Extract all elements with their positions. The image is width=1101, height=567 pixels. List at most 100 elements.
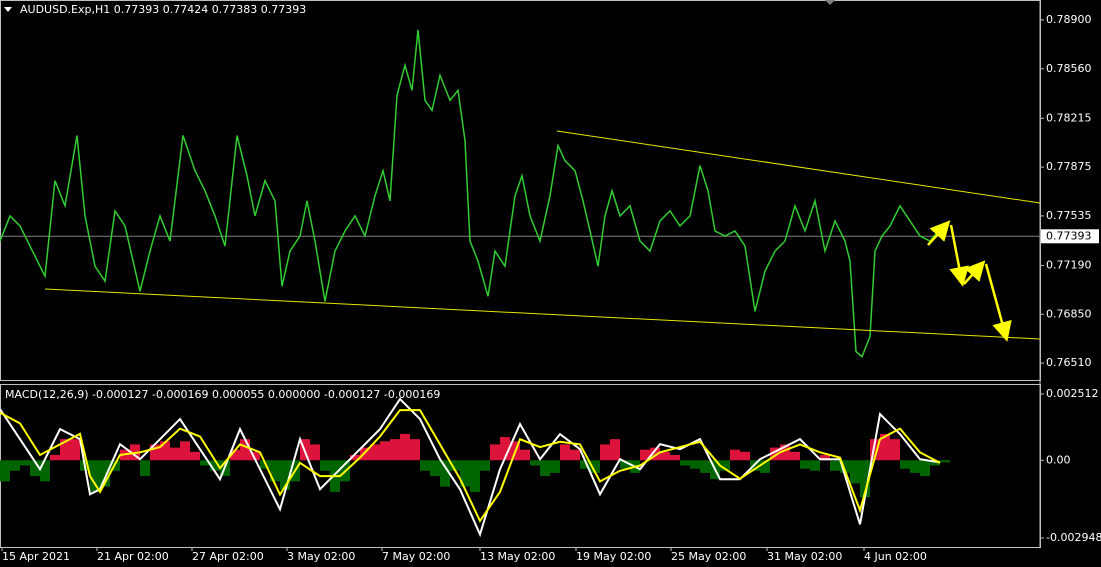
histogram-bar — [570, 449, 580, 461]
arrow — [927, 220, 951, 246]
last-price-box — [1041, 229, 1099, 244]
shift-marker — [825, 0, 835, 5]
histogram-bar — [780, 444, 790, 461]
histogram-bar — [830, 460, 840, 471]
histogram-bar — [690, 460, 700, 469]
histogram-bar — [370, 444, 380, 461]
histogram-bar — [380, 441, 390, 461]
histogram-bar — [280, 460, 290, 490]
histogram-bar — [820, 454, 830, 461]
histogram-bar — [70, 439, 80, 461]
x-tick-label: 27 Apr 02:00 — [192, 550, 264, 563]
histogram-bar — [550, 460, 560, 473]
histogram-bar — [10, 460, 20, 471]
histogram-bar — [720, 460, 730, 471]
x-tick-label: 4 Jun 02:00 — [864, 550, 927, 563]
x-tick-label: 25 May 02:00 — [671, 550, 746, 563]
lower-trendline — [44, 288, 1041, 340]
y-tick-label: 0.76510 — [1046, 356, 1092, 369]
arrow — [949, 224, 969, 287]
histogram-bar — [240, 439, 250, 461]
histogram-bar — [910, 460, 920, 473]
histogram-bar — [320, 460, 330, 471]
x-tick-label: 3 May 02:00 — [287, 550, 355, 563]
histogram-bar — [640, 449, 650, 461]
histogram-bar — [800, 460, 810, 469]
histogram-bar — [790, 451, 800, 461]
histogram-bar — [140, 460, 150, 477]
histogram-bar — [460, 460, 470, 487]
histogram-bar — [560, 444, 570, 461]
histogram-bar — [580, 460, 590, 469]
histogram-bar — [920, 460, 930, 477]
histogram-bar — [850, 460, 860, 484]
histogram-bar — [450, 460, 460, 471]
last-price-label: 0.77393 — [1046, 229, 1092, 242]
price-panel-frame — [0, 0, 1041, 381]
histogram-bar — [500, 437, 510, 461]
histogram-bar — [880, 433, 890, 461]
histogram-bar — [730, 449, 740, 461]
histogram-bar — [650, 447, 660, 461]
histogram-bar — [770, 447, 780, 461]
histogram-bar — [940, 460, 950, 463]
histogram-bar — [540, 460, 550, 477]
histogram-bar — [860, 460, 870, 498]
histogram-bar — [60, 439, 70, 461]
upper-trendline — [556, 130, 1041, 204]
histogram-bar — [410, 439, 420, 461]
y-tick-label: 0.002512 — [1046, 387, 1099, 400]
histogram-bar — [40, 460, 50, 482]
histogram-bar — [610, 439, 620, 461]
y-tick-label: 0.00 — [1046, 453, 1071, 466]
macd-panel: 0.002512 0.00 -0.002948 — [0, 387, 1101, 544]
histogram-bar — [890, 439, 900, 461]
y-tick-label: 0.77875 — [1046, 160, 1092, 173]
histogram-bar — [100, 460, 110, 487]
x-tick-label: 15 Apr 2021 — [2, 550, 70, 563]
histogram-bar — [50, 454, 60, 461]
histogram-bar — [20, 460, 30, 466]
histogram-bar — [480, 460, 490, 471]
x-tick-label: 13 May 02:00 — [480, 550, 555, 563]
menu-triangle — [4, 7, 12, 12]
histogram-bar — [210, 460, 220, 471]
macd-line — [0, 397, 941, 538]
histogram-bar — [490, 444, 500, 461]
x-tick-label: 7 May 02:00 — [382, 550, 450, 563]
histogram-bar — [190, 451, 200, 461]
histogram-bar — [870, 439, 880, 461]
histogram-bar — [590, 460, 600, 473]
histogram-bar — [390, 439, 400, 461]
histogram-bar — [670, 454, 680, 461]
histogram-bar — [700, 460, 710, 473]
histogram-bar — [270, 460, 280, 482]
histogram-bar — [180, 441, 190, 461]
price-line — [0, 29, 941, 358]
histogram-bar — [0, 460, 10, 482]
y-tick-label: -0.002948 — [1046, 531, 1101, 544]
y-tick-label: 0.78900 — [1046, 13, 1092, 26]
histogram-bar — [250, 451, 260, 461]
y-tick-label: 0.77535 — [1046, 209, 1092, 222]
macd-panel-frame — [0, 384, 1041, 548]
histogram-bar — [600, 444, 610, 461]
histogram-bar — [160, 441, 170, 461]
y-tick-label: 0.76850 — [1046, 307, 1092, 320]
arrow — [984, 263, 1012, 342]
price-title: AUDUSD.Exp,H1 0.77393 0.77424 0.77383 0.… — [20, 3, 306, 16]
histogram-bar — [680, 460, 690, 466]
y-tick-label: 0.78215 — [1046, 111, 1092, 124]
histogram-bar — [30, 460, 40, 477]
histogram-bar — [660, 451, 670, 461]
y-tick-label: 0.77190 — [1046, 258, 1092, 271]
x-tick-label: 31 May 02:00 — [767, 550, 842, 563]
histogram-bar — [310, 444, 320, 461]
histogram-bar — [810, 460, 820, 471]
y-tick-label: 0.78560 — [1046, 62, 1092, 75]
x-tick-label: 21 Apr 02:00 — [97, 550, 169, 563]
histogram-bar — [740, 451, 750, 461]
histogram-bar — [840, 460, 850, 473]
